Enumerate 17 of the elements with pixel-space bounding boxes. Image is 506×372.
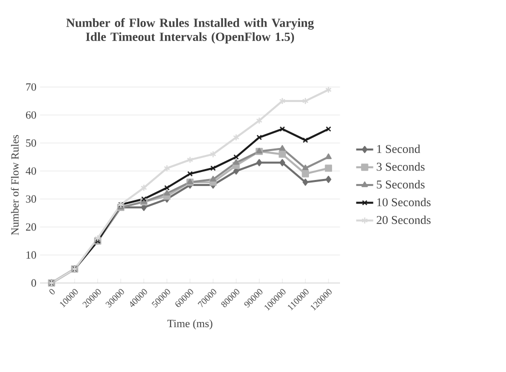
chart-title: Number of Flow Rules Installed with Varying Idle Timeout Intervals (OpenFlow 1.5): [66, 18, 314, 44]
y-tick-label: 70: [26, 83, 36, 91]
y-tick-label: 60: [26, 111, 36, 119]
y-tick-label: 50: [26, 139, 36, 147]
y-tick-label: 30: [26, 195, 36, 203]
y-tick-label: 20: [26, 223, 36, 231]
legend-label: 1 Second: [377, 144, 420, 153]
legend-label: 3 Seconds: [376, 162, 425, 171]
legend-label: 20 Seconds: [376, 216, 431, 224]
legend-label: 5 Seconds: [376, 180, 425, 189]
x-axis-title: Time (ms): [167, 320, 212, 330]
y-tick-label: 0: [31, 279, 36, 287]
y-tick-label: 10: [26, 251, 36, 259]
y-axis-title: Number of Flow Rules: [10, 135, 19, 236]
x-tick-label: 0: [49, 289, 55, 294]
y-tick-label: 40: [26, 167, 36, 175]
legend-label: 10 Seconds: [377, 198, 431, 206]
